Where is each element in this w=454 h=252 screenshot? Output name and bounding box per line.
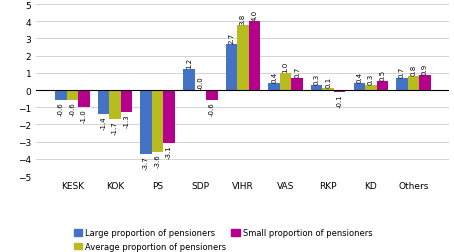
Text: -1.4: -1.4: [100, 116, 107, 129]
Text: 1.0: 1.0: [282, 61, 289, 73]
Bar: [121, 91, 132, 113]
Text: 0.9: 0.9: [422, 63, 428, 74]
Bar: [311, 86, 322, 91]
Text: -1.0: -1.0: [81, 109, 87, 122]
Legend: Large proportion of pensioners, Average proportion of pensioners, Small proporti: Large proportion of pensioners, Average …: [74, 229, 373, 250]
Text: -0.6: -0.6: [58, 102, 64, 116]
Text: -3.1: -3.1: [166, 145, 172, 159]
Bar: [67, 91, 78, 101]
Text: 4.0: 4.0: [252, 10, 257, 21]
Bar: [152, 91, 163, 152]
Bar: [419, 75, 431, 91]
Text: -0.6: -0.6: [69, 102, 75, 116]
Text: 0.4: 0.4: [356, 72, 362, 83]
Bar: [322, 89, 334, 91]
Bar: [408, 77, 419, 91]
Text: 0.4: 0.4: [271, 72, 277, 83]
Text: 0.7: 0.7: [399, 67, 405, 78]
Bar: [183, 70, 194, 91]
Bar: [280, 74, 291, 91]
Text: -3.6: -3.6: [155, 153, 161, 167]
Bar: [206, 91, 217, 101]
Bar: [226, 44, 237, 91]
Text: 1.2: 1.2: [186, 58, 192, 69]
Bar: [396, 79, 408, 91]
Bar: [109, 91, 121, 120]
Bar: [237, 26, 249, 91]
Text: 0.1: 0.1: [325, 77, 331, 88]
Text: -1.7: -1.7: [112, 121, 118, 135]
Bar: [334, 91, 345, 92]
Bar: [249, 22, 260, 91]
Text: 2.7: 2.7: [228, 32, 234, 43]
Bar: [140, 91, 152, 154]
Bar: [291, 79, 303, 91]
Text: -0.0: -0.0: [197, 76, 203, 90]
Text: -1.3: -1.3: [123, 114, 129, 128]
Bar: [163, 91, 175, 144]
Text: 0.3: 0.3: [368, 73, 374, 85]
Text: 0.7: 0.7: [294, 67, 300, 78]
Bar: [365, 86, 376, 91]
Bar: [376, 82, 388, 91]
Text: -0.6: -0.6: [209, 102, 215, 116]
Text: -0.1: -0.1: [337, 93, 343, 107]
Bar: [98, 91, 109, 115]
Text: 3.8: 3.8: [240, 13, 246, 25]
Bar: [268, 84, 280, 91]
Bar: [354, 84, 365, 91]
Text: 0.8: 0.8: [410, 65, 416, 76]
Text: -3.7: -3.7: [143, 155, 149, 169]
Bar: [55, 91, 67, 101]
Text: 0.5: 0.5: [379, 70, 385, 81]
Text: 0.3: 0.3: [314, 73, 320, 85]
Bar: [78, 91, 89, 108]
